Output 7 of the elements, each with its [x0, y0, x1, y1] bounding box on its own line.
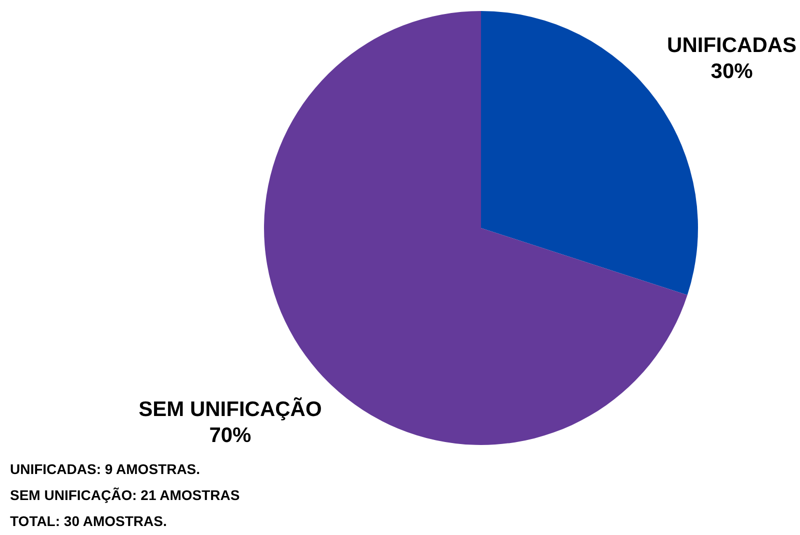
data-label: 30% [710, 60, 754, 83]
slice-label: SEM UNIFICAÇÃO [138, 397, 322, 422]
data-label: 70% [209, 424, 252, 448]
text: SEM UNIFICAÇÃO: 21 AMOSTRAS [10, 487, 240, 503]
text: TOTAL: 30 AMOSTRAS. [10, 513, 167, 529]
text: UNIFICADAS: 9 AMOSTRAS. [10, 461, 200, 477]
slice-label: UNIFICADAS [667, 34, 797, 57]
